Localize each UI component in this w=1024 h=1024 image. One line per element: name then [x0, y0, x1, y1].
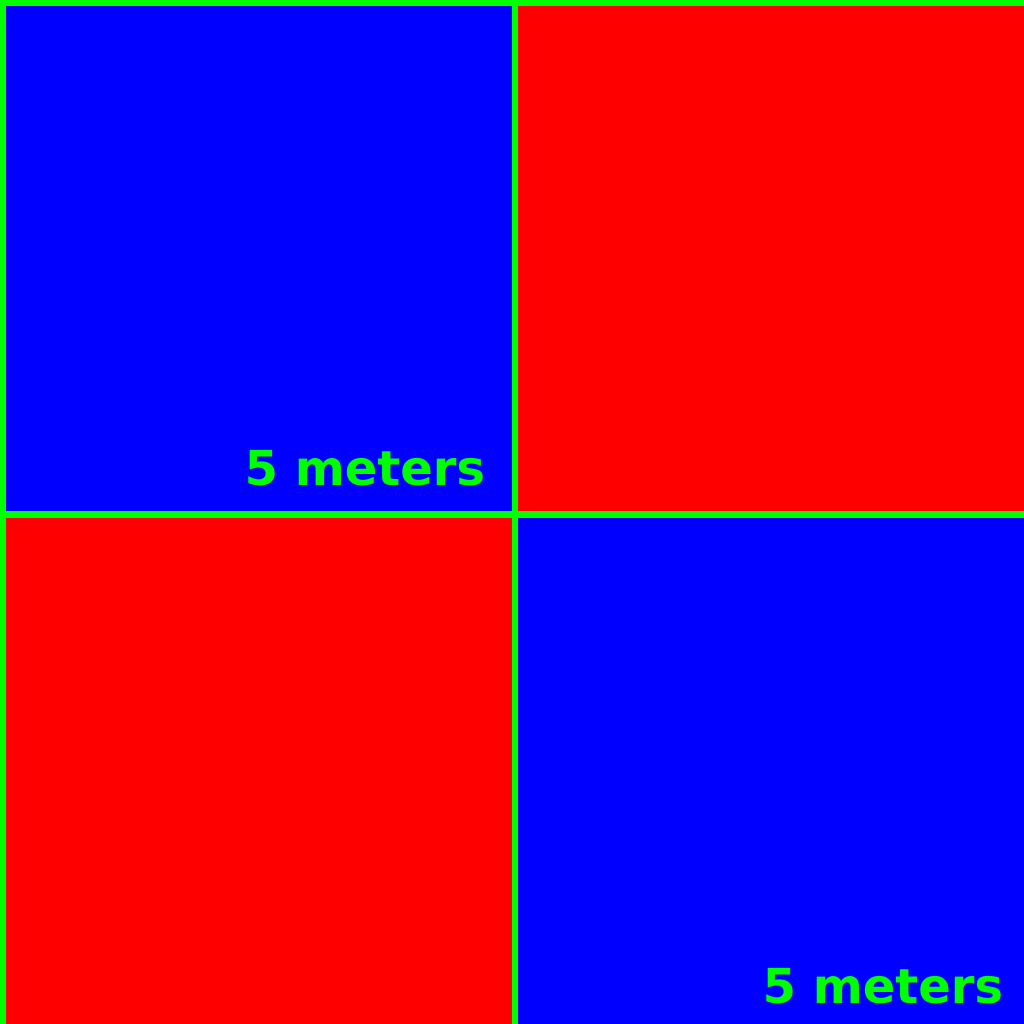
tile-bottom-right-blue: 5 meters — [518, 518, 1024, 1024]
tile-top-left-blue: 5 meters — [6, 6, 512, 511]
scale-label-bottom-right: 5 meters — [762, 959, 1003, 1015]
tile-top-right-red — [518, 6, 1024, 511]
scale-label-top-left: 5 meters — [244, 441, 485, 497]
tile-bottom-left-red — [6, 518, 512, 1024]
